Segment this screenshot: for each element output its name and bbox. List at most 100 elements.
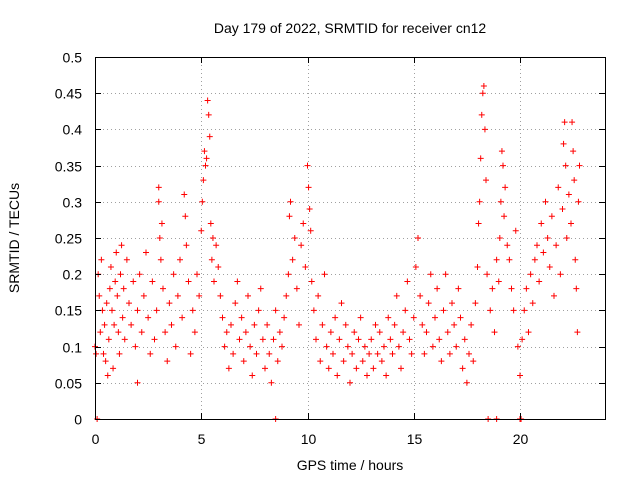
data-point	[504, 242, 511, 249]
data-point	[153, 307, 160, 314]
data-point	[112, 278, 119, 285]
data-point	[381, 343, 387, 350]
data-point	[308, 278, 315, 285]
data-point	[483, 177, 489, 184]
data-point	[93, 350, 100, 357]
data-point	[182, 213, 189, 220]
data-point	[274, 358, 281, 365]
data-point	[501, 213, 508, 220]
y-tick-label: 0.25	[55, 231, 82, 247]
data-point	[147, 350, 154, 357]
data-point	[117, 271, 124, 278]
data-point	[461, 336, 468, 343]
y-tick-label: 0.05	[55, 376, 82, 392]
x-tick-label: 20	[513, 431, 529, 447]
chart-title: Day 179 of 2022, SRMTID for receiver cn1…	[214, 20, 487, 36]
data-point	[364, 372, 370, 379]
data-point	[317, 358, 324, 365]
data-point	[111, 321, 118, 328]
data-point	[344, 343, 351, 350]
data-point	[110, 365, 117, 372]
data-point	[151, 336, 158, 343]
data-point	[480, 82, 487, 89]
data-point	[427, 271, 434, 278]
data-point	[262, 365, 268, 372]
data-point	[493, 256, 500, 263]
data-point	[143, 249, 149, 256]
data-point	[565, 191, 572, 198]
data-point	[225, 365, 232, 372]
data-point	[279, 343, 285, 350]
data-point	[305, 184, 312, 191]
data-point	[238, 314, 245, 321]
data-point	[107, 263, 114, 270]
data-point	[179, 314, 186, 321]
data-point	[570, 148, 577, 155]
data-point	[527, 271, 534, 278]
data-point	[158, 220, 165, 227]
data-point	[128, 321, 135, 328]
data-point	[134, 379, 141, 386]
data-point	[255, 307, 262, 314]
data-point	[542, 198, 549, 205]
data-point	[472, 300, 479, 307]
data-point	[451, 321, 458, 328]
data-point	[259, 336, 266, 343]
data-point	[449, 300, 455, 307]
data-point	[400, 329, 407, 336]
data-point	[495, 278, 502, 285]
data-point	[415, 235, 421, 241]
data-point	[378, 358, 385, 365]
data-point	[336, 336, 343, 343]
data-point	[162, 329, 169, 336]
data-point	[100, 350, 107, 357]
data-point	[206, 133, 213, 140]
data-point	[575, 198, 582, 205]
data-point	[126, 300, 132, 307]
data-point	[286, 213, 293, 220]
data-point	[514, 343, 521, 350]
data-point	[457, 314, 464, 321]
data-point	[287, 198, 294, 205]
data-point	[412, 263, 419, 270]
data-point	[174, 292, 181, 299]
data-point	[497, 198, 504, 205]
data-point	[374, 350, 381, 357]
data-point	[172, 343, 179, 350]
data-point	[351, 329, 358, 336]
data-points	[92, 82, 583, 422]
data-point	[576, 162, 583, 169]
data-point	[264, 321, 271, 328]
data-point	[548, 213, 555, 220]
data-point	[211, 278, 217, 285]
data-point	[187, 350, 194, 357]
data-point	[116, 350, 123, 357]
x-axis-label: GPS time / hours	[297, 457, 404, 473]
data-point	[170, 271, 177, 278]
data-point	[406, 336, 413, 343]
data-point	[119, 314, 126, 321]
data-point	[114, 292, 121, 299]
data-point	[546, 263, 553, 270]
data-point	[213, 242, 220, 249]
data-point	[304, 162, 311, 169]
x-tick-label: 15	[407, 431, 423, 447]
data-point	[232, 300, 239, 307]
data-point	[438, 358, 445, 365]
data-point	[138, 329, 145, 336]
data-point	[563, 235, 570, 241]
data-point	[429, 343, 436, 350]
data-point	[359, 358, 366, 365]
data-point	[353, 365, 360, 372]
y-tick-label: 0.1	[63, 340, 83, 356]
data-point	[525, 329, 532, 336]
y-tick-label: 0	[74, 412, 82, 428]
data-point	[207, 220, 214, 227]
data-point	[283, 292, 290, 299]
data-point	[202, 162, 209, 169]
data-point	[200, 177, 207, 184]
data-point	[166, 300, 173, 307]
data-point	[479, 90, 486, 97]
data-point	[478, 111, 485, 118]
